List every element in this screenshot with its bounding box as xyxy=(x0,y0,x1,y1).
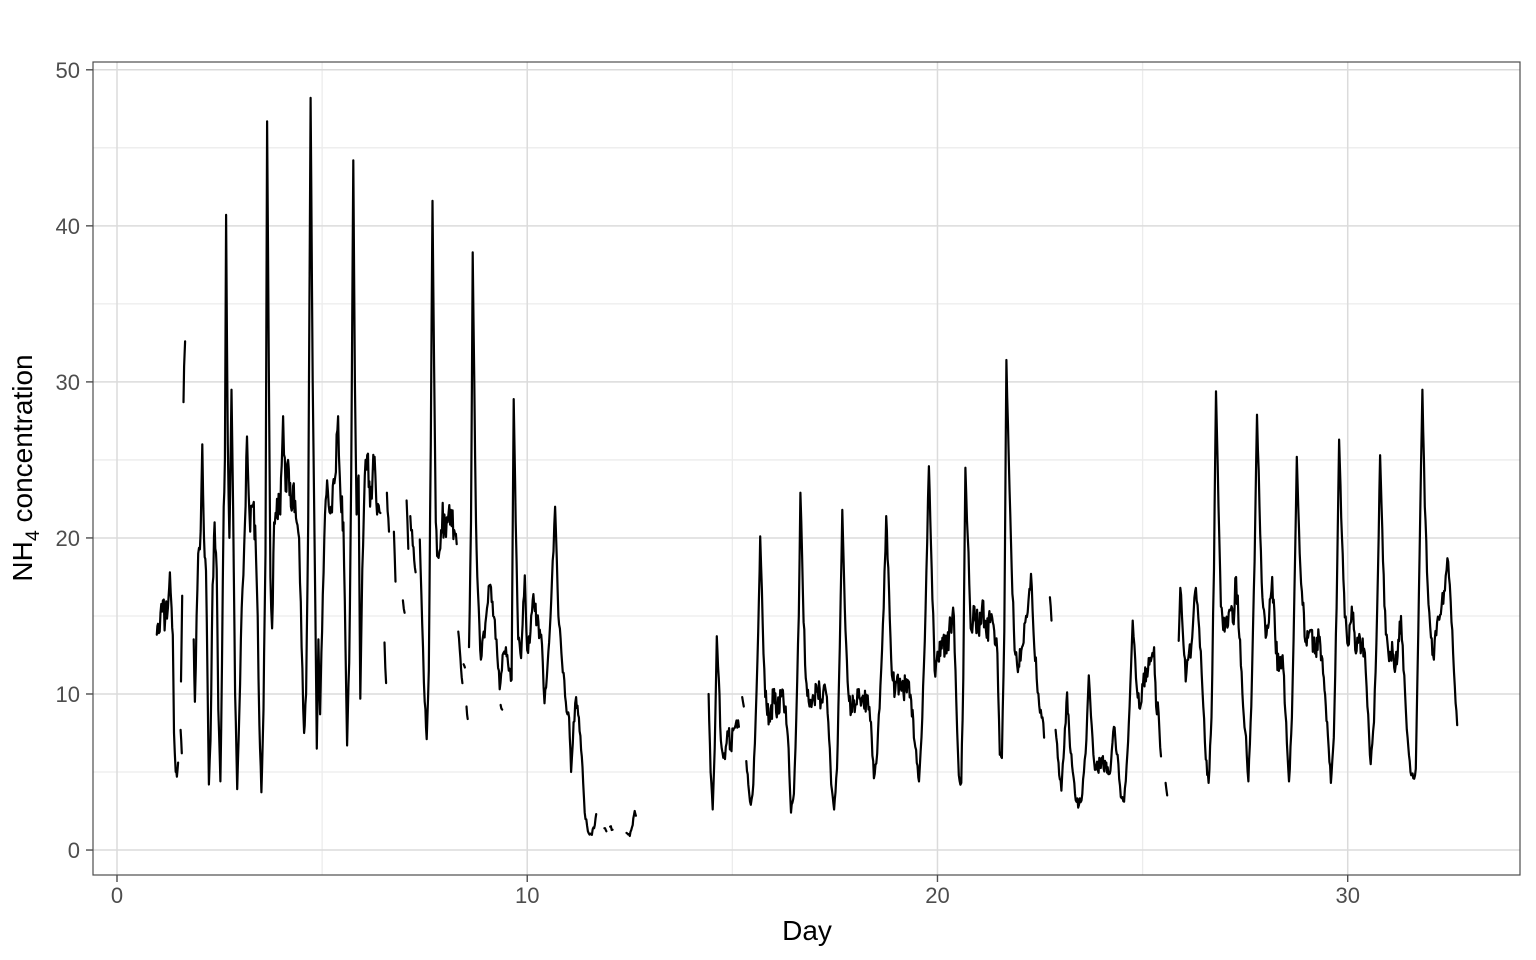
data-line-segment xyxy=(182,340,187,404)
data-line-segment xyxy=(392,530,397,583)
x-tick-label: 30 xyxy=(1335,883,1359,908)
data-line-segment xyxy=(1164,781,1169,797)
data-line-segment xyxy=(462,663,466,669)
data-line-segment xyxy=(405,499,410,550)
data-line-segment xyxy=(467,251,598,836)
data-line-segment xyxy=(707,635,740,811)
y-tick-label: 0 xyxy=(68,838,80,863)
data-line-segment xyxy=(609,825,614,832)
data-line-segment xyxy=(1048,596,1053,622)
y-axis-title-suffix: concentration xyxy=(7,354,39,531)
x-axis-title: Day xyxy=(782,915,832,946)
y-axis-title-subscript: 4 xyxy=(21,530,44,542)
data-line-segment xyxy=(465,705,469,721)
data-line-segment xyxy=(1177,388,1459,784)
y-axis-title: NH4 concentration xyxy=(7,354,45,581)
data-line-segment xyxy=(383,641,388,685)
data-line-segment xyxy=(457,630,464,685)
data-line-segment xyxy=(1054,619,1163,809)
x-tick-label: 10 xyxy=(515,883,539,908)
data-line-segment xyxy=(625,809,637,838)
data-line-segment xyxy=(179,728,183,755)
y-tick-label: 40 xyxy=(56,214,80,239)
y-tick-label: 30 xyxy=(56,370,80,395)
y-tick-label: 50 xyxy=(56,58,80,83)
data-line-segment xyxy=(179,594,184,683)
data-line-segment xyxy=(385,491,391,533)
x-tick-label: 20 xyxy=(925,883,949,908)
y-tick-label: 20 xyxy=(56,526,80,551)
data-line-segment xyxy=(741,696,745,708)
data-line-segment xyxy=(401,599,406,614)
data-line-segment xyxy=(192,96,382,794)
data-line-segment xyxy=(603,827,608,833)
data-line-segment xyxy=(499,703,504,711)
y-tick-label: 10 xyxy=(56,682,80,707)
data-line-segment xyxy=(409,515,417,574)
data-line-segment xyxy=(155,571,180,778)
y-axis-title-prefix: NH xyxy=(7,541,39,582)
data-line-segment xyxy=(418,199,458,741)
data-line-segment xyxy=(745,358,1046,814)
panel-border xyxy=(92,61,1521,876)
x-tick-label: 0 xyxy=(111,883,123,908)
